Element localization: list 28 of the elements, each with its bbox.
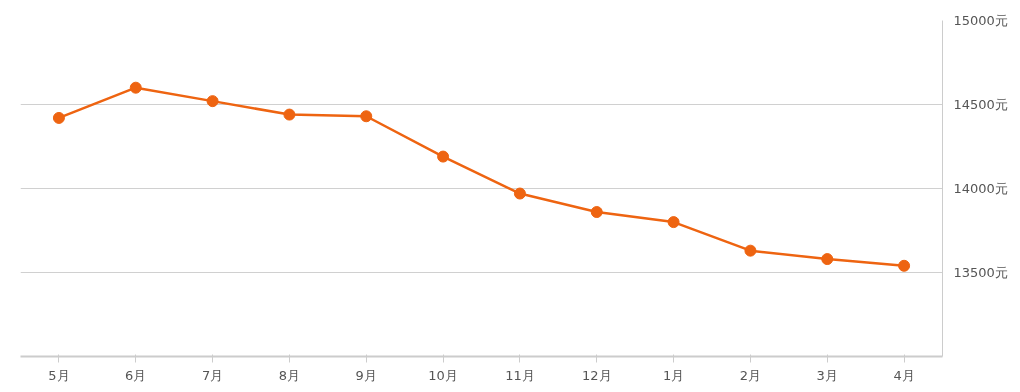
x-tick-label: 4月 <box>893 367 915 383</box>
x-tick-label: 8月 <box>278 367 301 383</box>
point <box>821 253 834 266</box>
x-tick-label: 6月 <box>125 367 147 383</box>
point <box>590 206 603 219</box>
point <box>898 259 911 272</box>
y-tick-label: 14000元 <box>953 181 1008 196</box>
x-tick-label: 1月 <box>662 367 685 383</box>
point <box>437 150 450 163</box>
y-tick-label: 13500元 <box>953 265 1008 280</box>
x-tick-label: 12月 <box>581 367 612 383</box>
x-tick-label: 7月 <box>201 367 224 383</box>
point <box>129 81 142 94</box>
y-tick-label: 15000元 <box>953 13 1008 28</box>
point <box>283 108 296 121</box>
point <box>206 95 219 108</box>
x-tick-label: 10月 <box>428 367 458 383</box>
point <box>667 216 680 229</box>
x-tick-label: 11月 <box>505 367 535 383</box>
point <box>360 110 373 123</box>
y-tick-label: 14500元 <box>953 97 1008 112</box>
x-tick-label: 3月 <box>816 367 838 383</box>
x-tick-label: 2月 <box>739 367 762 383</box>
x-tick-label: 5月 <box>48 367 70 383</box>
x-tick-label: 9月 <box>355 367 377 383</box>
point <box>52 111 65 124</box>
point <box>744 244 757 257</box>
point <box>513 187 526 200</box>
